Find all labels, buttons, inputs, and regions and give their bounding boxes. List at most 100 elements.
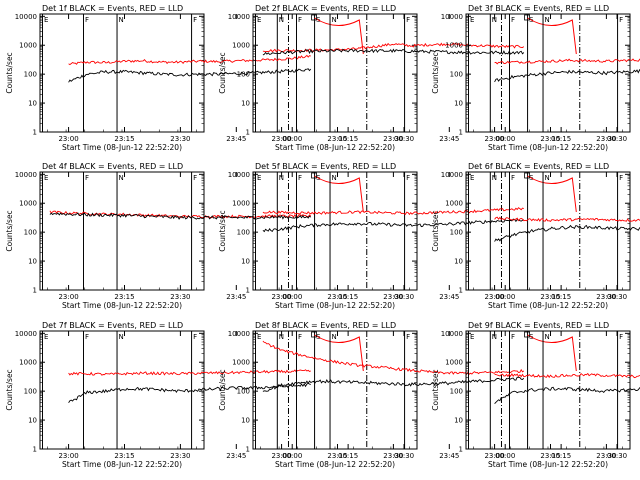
flag-letter: E	[44, 16, 48, 24]
x-tick-label: 00:30	[394, 452, 414, 460]
x-tick-label: 00:30	[394, 135, 414, 143]
x-axis-label: Start Time (08-Jun-12 22:52:20)	[488, 301, 608, 310]
panel-title: Det 3f BLACK = Events, RED = LLD	[468, 4, 609, 13]
x-tick-label: 23:15	[114, 135, 134, 143]
y-tick-label: 100	[24, 229, 37, 237]
y-tick-label: 1	[246, 129, 250, 137]
y-tick-label: 1000	[232, 359, 250, 367]
y-tick-label: 10000	[441, 13, 463, 21]
panel-det-5: Det 5f BLACK = Events, RED = LLD11010010…	[218, 162, 627, 310]
y-axis-label: Counts/sec	[218, 210, 227, 251]
x-axis-label: Start Time (08-Jun-12 22:52:20)	[275, 301, 395, 310]
lld-saturated-arc	[314, 334, 364, 372]
x-tick-label: 00:00	[495, 293, 515, 301]
lld-saturated-arc	[527, 334, 577, 372]
x-tick-label: 00:00	[495, 452, 515, 460]
x-tick-label: 23:30	[383, 293, 403, 301]
x-tick-label: 23:30	[596, 452, 616, 460]
lld-series-line	[262, 42, 525, 53]
y-axis-label: Counts/sec	[431, 52, 440, 93]
x-tick-label: 00:30	[607, 293, 627, 301]
y-tick-label: 1000	[445, 200, 463, 208]
y-tick-label: 1000	[19, 200, 37, 208]
flag-letter: F	[511, 16, 515, 24]
x-tick-label: 23:45	[439, 293, 459, 301]
y-tick-label: 10000	[228, 13, 250, 21]
flag-letter: N	[492, 174, 497, 182]
y-tick-label: 100	[24, 388, 37, 396]
y-tick-label: 1000	[19, 42, 37, 50]
flag-letter: F	[406, 174, 410, 182]
x-tick-label: 23:45	[226, 293, 246, 301]
flag-letter: F	[298, 174, 302, 182]
flag-letter: N	[492, 16, 497, 24]
flag-letter: F	[406, 333, 410, 341]
x-tick-label: 23:15	[327, 135, 347, 143]
y-tick-label: 1	[33, 129, 37, 137]
flag-letter: E	[44, 333, 48, 341]
x-tick-label: 23:00	[58, 452, 78, 460]
y-axis-label: Counts/sec	[431, 369, 440, 410]
y-tick-label: 1	[33, 287, 37, 295]
x-axis-label: Start Time (08-Jun-12 22:52:20)	[62, 143, 182, 152]
data-gap-marker	[311, 172, 317, 179]
x-tick-label: 23:30	[383, 452, 403, 460]
y-tick-label: 1	[246, 446, 250, 454]
y-tick-label: 1	[246, 287, 250, 295]
y-tick-label: 10	[28, 100, 37, 108]
y-tick-label: 10	[454, 417, 463, 425]
panel-title: Det 9f BLACK = Events, RED = LLD	[468, 321, 609, 330]
flag-letter: F	[193, 333, 197, 341]
events-series-line	[262, 376, 525, 392]
y-tick-label: 10000	[15, 13, 37, 21]
y-tick-label: 1000	[445, 359, 463, 367]
data-gap-marker	[524, 331, 530, 338]
flag-letter: F	[619, 333, 623, 341]
lld-series-line	[68, 54, 311, 66]
panel-det-2: Det 2f BLACK = Events, RED = LLD11010010…	[218, 4, 627, 152]
events-series-line	[262, 218, 524, 233]
y-tick-label: 100	[450, 388, 463, 396]
x-tick-label: 00:00	[282, 293, 302, 301]
x-tick-label: 23:30	[596, 293, 616, 301]
events-series-line	[68, 382, 311, 403]
panel-det-1: Det 1f BLACK = Events, RED = LLD11010010…	[5, 4, 414, 152]
flag-letter: N	[332, 16, 337, 24]
flag-letter: F	[85, 16, 89, 24]
lld-series-line	[494, 58, 640, 65]
x-tick-label: 23:30	[596, 135, 616, 143]
y-tick-label: 10	[241, 417, 250, 425]
y-tick-label: 1	[459, 446, 463, 454]
y-tick-label: 10000	[15, 330, 37, 338]
x-axis-label: Start Time (08-Jun-12 22:52:20)	[62, 460, 182, 469]
x-tick-label: 00:00	[282, 135, 302, 143]
panel-det-7: Det 7f BLACK = Events, RED = LLD11010010…	[5, 321, 414, 469]
y-tick-label: 100	[237, 229, 250, 237]
flag-letter: N	[545, 16, 550, 24]
x-tick-label: 23:15	[327, 293, 347, 301]
panel-title: Det 2f BLACK = Events, RED = LLD	[255, 4, 396, 13]
data-gap-marker	[311, 331, 317, 338]
y-tick-label: 1000	[19, 359, 37, 367]
flag-letter: E	[470, 333, 474, 341]
flag-letter: F	[406, 16, 410, 24]
x-axis-label: Start Time (08-Jun-12 22:52:20)	[275, 143, 395, 152]
x-tick-label: 00:15	[338, 452, 358, 460]
x-tick-label: 23:30	[170, 293, 190, 301]
flag-letter: F	[511, 333, 515, 341]
y-axis-label: Counts/sec	[218, 369, 227, 410]
y-tick-label: 1000	[232, 42, 250, 50]
lld-saturated-arc	[527, 175, 577, 213]
x-tick-label: 23:30	[170, 452, 190, 460]
x-tick-label: 23:15	[114, 293, 134, 301]
y-tick-label: 10000	[228, 171, 250, 179]
y-axis-label: Counts/sec	[5, 369, 14, 410]
events-series-line	[68, 68, 312, 83]
lld-series-line	[494, 216, 640, 222]
flag-letter: F	[619, 16, 623, 24]
flag-letter: F	[193, 174, 197, 182]
x-tick-label: 23:45	[226, 452, 246, 460]
x-tick-label: 00:15	[551, 135, 571, 143]
panel-det-9: Det 9f BLACK = Events, RED = LLD 1 10 100 10…	[431, 321, 640, 469]
